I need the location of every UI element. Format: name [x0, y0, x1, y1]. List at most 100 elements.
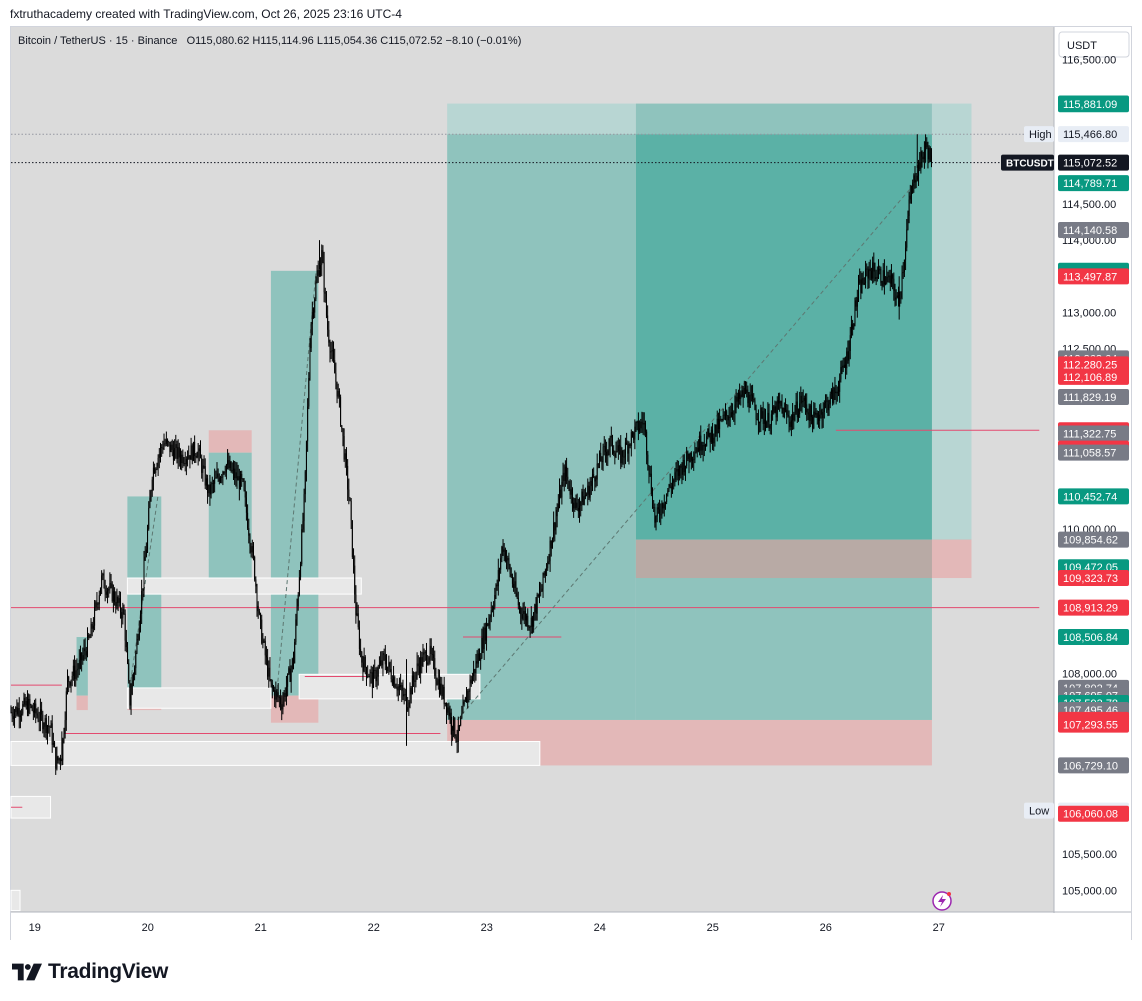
candle-body — [364, 656, 366, 668]
candle-body — [895, 297, 897, 300]
candle-body — [335, 373, 337, 382]
candle-body — [185, 459, 187, 465]
candle-body — [263, 640, 265, 642]
candle-body — [776, 400, 778, 418]
candle-body — [815, 413, 817, 415]
candle-body — [244, 490, 246, 498]
candle-body — [175, 444, 177, 449]
candle-body — [402, 690, 404, 697]
candle-body — [184, 463, 186, 465]
candle-body — [288, 668, 290, 674]
candle-body — [55, 747, 57, 769]
candle-body — [772, 406, 774, 415]
candle-body — [715, 424, 717, 434]
candle-body — [54, 742, 56, 748]
candle-body — [174, 448, 176, 460]
candle-body — [694, 453, 696, 460]
candle-body — [395, 687, 397, 689]
candle-body — [440, 683, 442, 694]
candle-body — [311, 312, 313, 325]
tradingview-logo[interactable]: TradingView — [12, 960, 168, 984]
candle-body — [734, 404, 736, 414]
candle-body — [43, 726, 45, 730]
candle-body — [693, 459, 695, 461]
candle-body — [41, 709, 43, 715]
candle-body — [333, 350, 335, 361]
candle-body — [345, 453, 347, 466]
candle-body — [586, 494, 588, 496]
candle-body — [309, 348, 311, 379]
candle-body — [862, 278, 864, 284]
candle-body — [700, 435, 702, 451]
chart-canvas[interactable]: USDT 116,500.00 114,500.00 114,000.00 113,00… — [0, 0, 1142, 945]
candle-body — [553, 522, 555, 539]
candle-body — [216, 473, 218, 478]
candle-body — [410, 688, 412, 695]
candle-body — [258, 611, 260, 614]
candle-body — [483, 627, 485, 650]
candle-body — [600, 452, 602, 462]
candle-body — [608, 446, 610, 451]
candle-body — [391, 679, 393, 685]
y-tick-label: 108,000.00 — [1062, 669, 1117, 681]
candle-body — [375, 670, 377, 682]
candle-body — [894, 290, 896, 300]
candle-body — [376, 676, 378, 682]
candle-body — [594, 477, 596, 482]
candle-body — [177, 447, 179, 459]
candle-body — [338, 390, 340, 398]
candle-body — [329, 342, 331, 353]
price-label-text: 115,881.09 — [1063, 99, 1117, 111]
candle-body — [280, 697, 282, 705]
candle-body — [796, 401, 798, 418]
candle-body — [44, 718, 46, 727]
candle-body — [35, 703, 37, 714]
candle-body — [927, 147, 929, 160]
candle-body — [624, 442, 626, 457]
candle-body — [726, 411, 728, 416]
candle-body — [91, 624, 93, 629]
candle-body — [906, 229, 908, 248]
candle-body — [635, 423, 637, 427]
candle-body — [90, 624, 92, 638]
candle-body — [130, 694, 132, 706]
candle-body — [99, 587, 101, 596]
candle-body — [668, 484, 670, 491]
candle-body — [322, 250, 324, 263]
candle-body — [95, 602, 97, 607]
candle-body — [157, 457, 159, 467]
candle-body — [143, 560, 145, 589]
time-axis-panel[interactable] — [11, 913, 1131, 940]
candle-body — [296, 606, 298, 620]
candle-body — [34, 703, 36, 713]
candle-body — [59, 758, 61, 761]
price-label-text: 112,280.25 — [1063, 359, 1117, 371]
currency-box[interactable] — [1058, 31, 1130, 58]
symbol-name: Bitcoin / TetherUS · 15 · Binance — [18, 35, 178, 47]
candle-body — [747, 389, 749, 404]
candle-body — [835, 391, 837, 394]
candle-body — [546, 568, 548, 571]
candle-body — [742, 390, 744, 397]
candle-body — [138, 627, 140, 640]
candle-body — [112, 591, 114, 602]
candle-body — [242, 479, 244, 480]
candle-body — [298, 577, 300, 595]
candle-body — [845, 364, 847, 369]
candle-body — [646, 431, 648, 455]
candle-body — [108, 589, 110, 591]
candle-body — [449, 712, 451, 717]
candle-body — [65, 691, 67, 721]
candle-body — [905, 247, 907, 260]
candle-body — [883, 270, 885, 285]
candle-body — [666, 493, 668, 502]
candle-body — [181, 454, 183, 464]
candle-body — [268, 667, 270, 677]
candle-body — [137, 639, 139, 641]
candle-body — [568, 480, 570, 490]
candle-body — [378, 664, 380, 668]
candle-body — [560, 489, 562, 498]
candle-body — [555, 516, 557, 531]
candle-body — [816, 413, 818, 418]
candle-body — [136, 639, 138, 654]
